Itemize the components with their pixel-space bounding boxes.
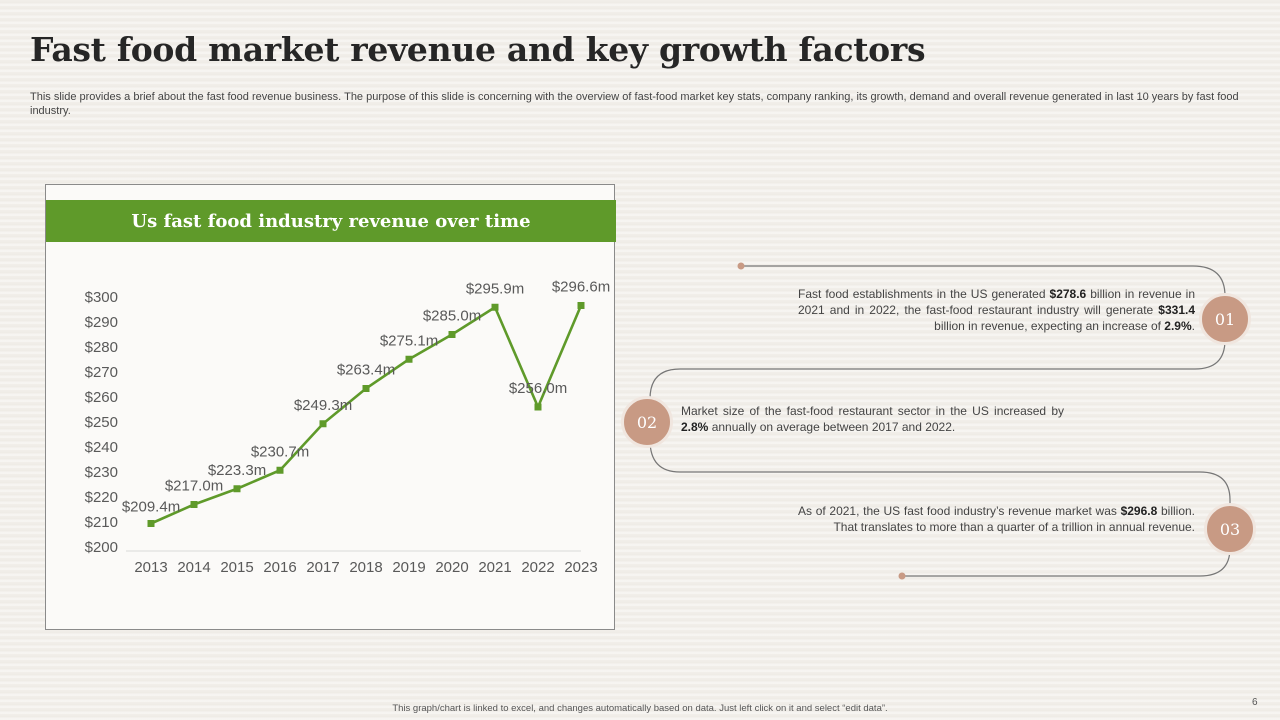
x-tick-label: 2015 [220, 559, 253, 576]
x-tick-label: 2013 [134, 559, 167, 576]
page-subtitle: This slide provides a brief about the fa… [30, 91, 1239, 117]
factor-1-segment: billion in revenue in 2021 and in 2022, … [798, 287, 1195, 317]
y-tick-label: $220 [85, 489, 118, 506]
y-tick-label: $200 [85, 539, 118, 556]
data-point-marker [276, 466, 284, 474]
data-point-marker [362, 385, 370, 392]
footer-note: This graph/chart is linked to excel, and… [392, 703, 888, 714]
data-point-marker [190, 501, 198, 508]
factor-badge-3: 03 [1204, 503, 1256, 555]
data-point-marker [491, 303, 499, 311]
factor-1-segment: billion in revenue, expecting an increas… [934, 319, 1165, 333]
factor-2-segment: annually on average between 2017 and 202… [708, 420, 956, 434]
factor-3-segment: As of 2021, the US fast food industry’s … [798, 504, 1121, 518]
y-tick-label: $250 [85, 414, 118, 431]
y-tick-label: $210 [85, 514, 118, 531]
data-label: $263.4m [337, 362, 395, 379]
data-label: $256.0m [509, 380, 567, 397]
factor-text-2: Market size of the fast-food restaurant … [681, 403, 1064, 435]
y-tick-label: $240 [85, 439, 118, 456]
factor-2-segment: 2.8% [681, 420, 709, 434]
factor-1-segment: $331.4 [1158, 303, 1195, 317]
data-point-marker [233, 485, 241, 493]
data-point-marker [319, 420, 327, 428]
x-tick-label: 2014 [177, 559, 210, 576]
connector-end-dot [898, 572, 906, 580]
data-label: $249.3m [294, 397, 352, 414]
data-label: $275.1m [380, 332, 438, 349]
revenue-line-chart: $200 $210 $220 $230 $240 $250 $260 $270 $280 $290… [85, 279, 611, 577]
factor-3-segment: billion. That translates to more than a … [833, 504, 1195, 534]
data-label: $223.3m [208, 462, 266, 479]
factor-text-1: Fast food establishments in the US gener… [798, 286, 1195, 334]
revenue-chart-panel: Us fast food industry revenue over time … [45, 184, 616, 630]
y-tick-label: $270 [85, 364, 118, 381]
x-tick-label: 2021 [478, 559, 511, 576]
data-point-marker [405, 355, 413, 363]
factor-text-3: As of 2021, the US fast food industry’s … [798, 503, 1195, 535]
y-tick-label: $260 [85, 389, 118, 406]
x-tick-label: 2018 [349, 559, 382, 576]
page-number: 6 [1252, 697, 1258, 708]
data-label: $230.7m [251, 443, 309, 460]
factor-1-segment: $278.6 [1049, 287, 1087, 301]
factor-badge-2: 02 [621, 396, 673, 448]
data-label: $217.0m [165, 478, 223, 495]
factor-3-segment: $296.8 [1120, 504, 1158, 518]
data-point-marker [534, 403, 542, 411]
factor-1-segment: . [1191, 319, 1195, 333]
x-tick-label: 2023 [564, 559, 597, 576]
factor-1-segment: 2.9% [1164, 319, 1192, 333]
y-tick-label: $230 [85, 464, 118, 481]
chart-title: Us fast food industry revenue over time [46, 200, 616, 242]
data-point-marker [577, 302, 585, 309]
x-tick-label: 2016 [263, 559, 296, 576]
data-label: $295.9m [466, 280, 524, 297]
factor-1-segment: Fast food establishments in the US gener… [798, 287, 1050, 301]
factor-badge-1: 01 [1199, 293, 1251, 345]
data-label: $296.6m [552, 279, 610, 296]
data-label: $209.4m [122, 499, 180, 516]
y-tick-label: $290 [85, 314, 118, 331]
x-tick-label: 2022 [521, 559, 554, 576]
x-tick-label: 2019 [392, 559, 425, 576]
x-tick-label: 2017 [306, 559, 339, 576]
y-tick-label: $280 [85, 339, 118, 356]
page-title: Fast food market revenue and key growth … [30, 30, 926, 69]
x-tick-label: 2020 [435, 559, 468, 576]
factor-2-segment: Market size of the fast-food restaurant … [681, 404, 1064, 418]
data-point-marker [448, 331, 456, 338]
data-label: $285.0m [423, 308, 481, 325]
data-point-marker [147, 520, 155, 527]
y-tick-label: $300 [85, 289, 118, 306]
connector-start-dot [737, 262, 745, 270]
